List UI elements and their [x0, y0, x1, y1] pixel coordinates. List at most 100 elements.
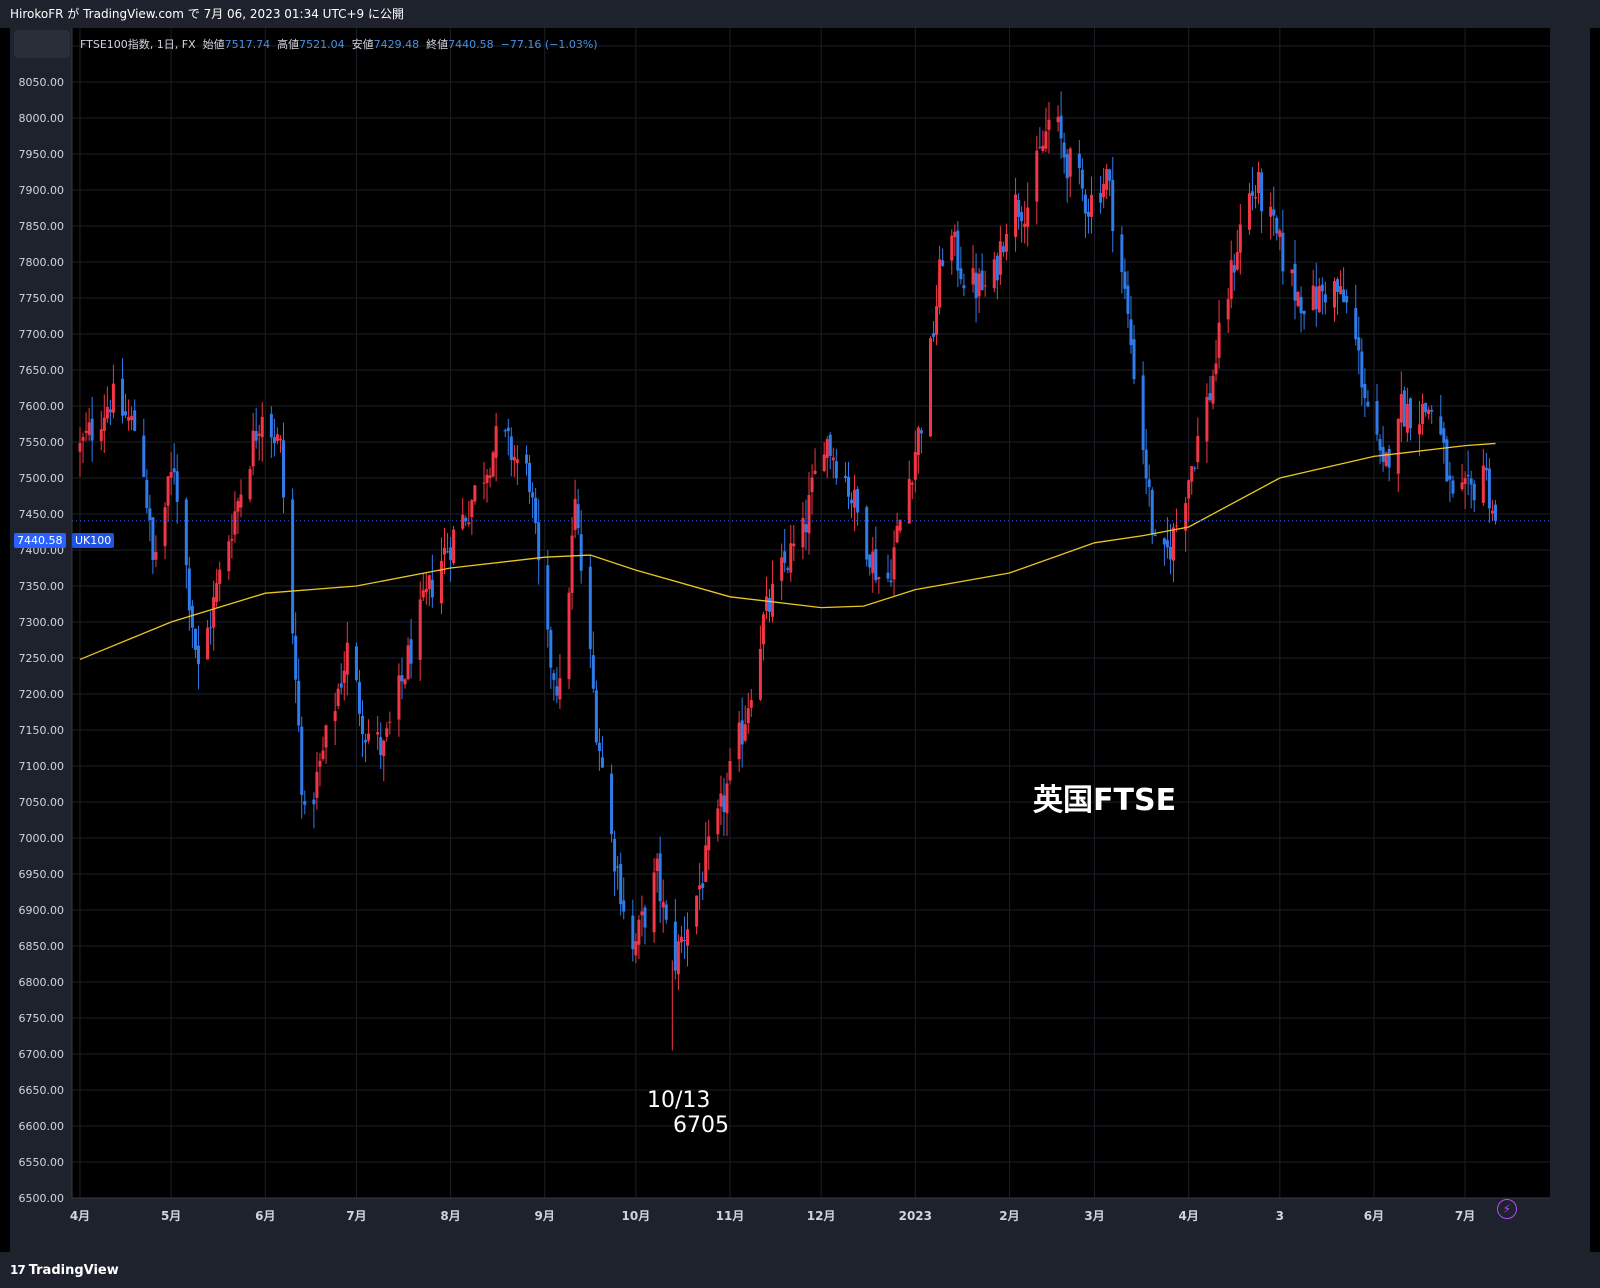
candlestick-chart[interactable]: 8100.008050.008000.007950.007900.007850.… — [10, 28, 1590, 1252]
candle-body[interactable] — [1068, 148, 1072, 177]
candle-body[interactable] — [269, 413, 273, 438]
candle-body[interactable] — [230, 538, 234, 541]
candle-body[interactable] — [1354, 308, 1358, 340]
candle-body[interactable] — [804, 524, 808, 533]
candle-body[interactable] — [843, 475, 847, 478]
candle-body[interactable] — [977, 273, 981, 297]
candle-body[interactable] — [676, 941, 680, 975]
candle-body[interactable] — [1147, 479, 1151, 488]
candle-body[interactable] — [485, 474, 489, 483]
candle-body[interactable] — [576, 504, 580, 529]
candle-body[interactable] — [1190, 466, 1194, 482]
candle-body[interactable] — [151, 517, 155, 560]
candle-body[interactable] — [145, 479, 149, 509]
candle-body[interactable] — [643, 907, 647, 928]
candle-body[interactable] — [1299, 297, 1303, 314]
candle-body[interactable] — [464, 517, 468, 522]
candle-body[interactable] — [1047, 119, 1051, 130]
candle-body[interactable] — [932, 333, 936, 337]
candle-body[interactable] — [1162, 538, 1166, 545]
candle-body[interactable] — [430, 579, 434, 598]
candle-body[interactable] — [218, 569, 222, 584]
candle-body[interactable] — [439, 560, 443, 604]
candle-body[interactable] — [877, 577, 881, 580]
candle-body[interactable] — [184, 499, 188, 566]
candle-body[interactable] — [634, 941, 638, 956]
candle-body[interactable] — [1472, 483, 1476, 501]
candle-body[interactable] — [1339, 286, 1343, 295]
moving-average-line[interactable] — [79, 442, 1496, 661]
candle-body[interactable] — [1111, 180, 1115, 232]
candle-body[interactable] — [761, 614, 765, 645]
candle-body[interactable] — [631, 915, 635, 950]
candle-body[interactable] — [1123, 271, 1127, 289]
candle-body[interactable] — [871, 551, 875, 574]
candle-body[interactable] — [102, 417, 106, 432]
candle-body[interactable] — [1196, 435, 1200, 463]
candle-body[interactable] — [1184, 503, 1188, 531]
candle-body[interactable] — [701, 883, 705, 888]
candle-body[interactable] — [354, 646, 358, 680]
candle-body[interactable] — [494, 426, 498, 458]
candle-body[interactable] — [549, 630, 553, 668]
candle-body[interactable] — [1099, 192, 1103, 203]
candle-body[interactable] — [133, 410, 137, 431]
candle-body[interactable] — [1035, 150, 1039, 202]
candle-body[interactable] — [737, 722, 741, 760]
candle-body[interactable] — [1463, 478, 1467, 485]
candle-body[interactable] — [610, 773, 614, 835]
candle-body[interactable] — [1083, 194, 1087, 214]
candle-body[interactable] — [929, 338, 932, 437]
candle-body[interactable] — [1062, 142, 1066, 158]
candle-body[interactable] — [1038, 146, 1042, 148]
candle-body[interactable] — [1108, 169, 1112, 181]
candle-body[interactable] — [746, 708, 750, 724]
candle-body[interactable] — [1211, 375, 1215, 404]
candle-body[interactable] — [783, 551, 787, 563]
candle-body[interactable] — [297, 680, 301, 726]
candle-body[interactable] — [1126, 285, 1130, 314]
candle-body[interactable] — [758, 648, 762, 700]
candle-body[interactable] — [427, 575, 431, 590]
candle-body[interactable] — [786, 568, 790, 570]
candle-body[interactable] — [491, 452, 495, 477]
candle-body[interactable] — [248, 469, 252, 500]
candle-body[interactable] — [597, 742, 601, 751]
candle-body[interactable] — [1129, 319, 1133, 346]
candle-body[interactable] — [913, 451, 917, 480]
candle-body[interactable] — [704, 845, 708, 882]
candle-body[interactable] — [707, 836, 711, 851]
candle-body[interactable] — [1421, 403, 1425, 425]
candle-body[interactable] — [1205, 396, 1209, 442]
candle-body[interactable] — [528, 462, 532, 493]
candle-body[interactable] — [664, 904, 668, 920]
candle-body[interactable] — [995, 255, 999, 281]
candle-body[interactable] — [1451, 480, 1455, 494]
candle-body[interactable] — [600, 757, 604, 768]
candle-body[interactable] — [1235, 252, 1239, 270]
candle-body[interactable] — [743, 724, 747, 741]
candle-body[interactable] — [558, 678, 562, 700]
candle-body[interactable] — [1014, 194, 1018, 237]
candle-body[interactable] — [1023, 223, 1027, 228]
candle-body[interactable] — [698, 885, 702, 890]
candle-body[interactable] — [525, 454, 529, 464]
candle-body[interactable] — [379, 737, 383, 756]
candle-body[interactable] — [1311, 285, 1315, 311]
candle-body[interactable] — [1332, 281, 1336, 308]
candle-body[interactable] — [1026, 207, 1030, 227]
candle-body[interactable] — [616, 866, 620, 868]
candle-body[interactable] — [591, 655, 595, 689]
candle-body[interactable] — [1460, 482, 1464, 490]
candle-body[interactable] — [1260, 172, 1264, 212]
candle-body[interactable] — [81, 437, 85, 441]
candle-body[interactable] — [272, 437, 276, 444]
candle-body[interactable] — [1278, 230, 1282, 237]
candle-body[interactable] — [1375, 401, 1379, 435]
candle-body[interactable] — [418, 599, 422, 660]
candle-body[interactable] — [1065, 154, 1069, 179]
candle-body[interactable] — [892, 547, 896, 580]
candle-body[interactable] — [154, 552, 158, 560]
candle-body[interactable] — [853, 489, 857, 508]
candle-body[interactable] — [716, 808, 720, 835]
